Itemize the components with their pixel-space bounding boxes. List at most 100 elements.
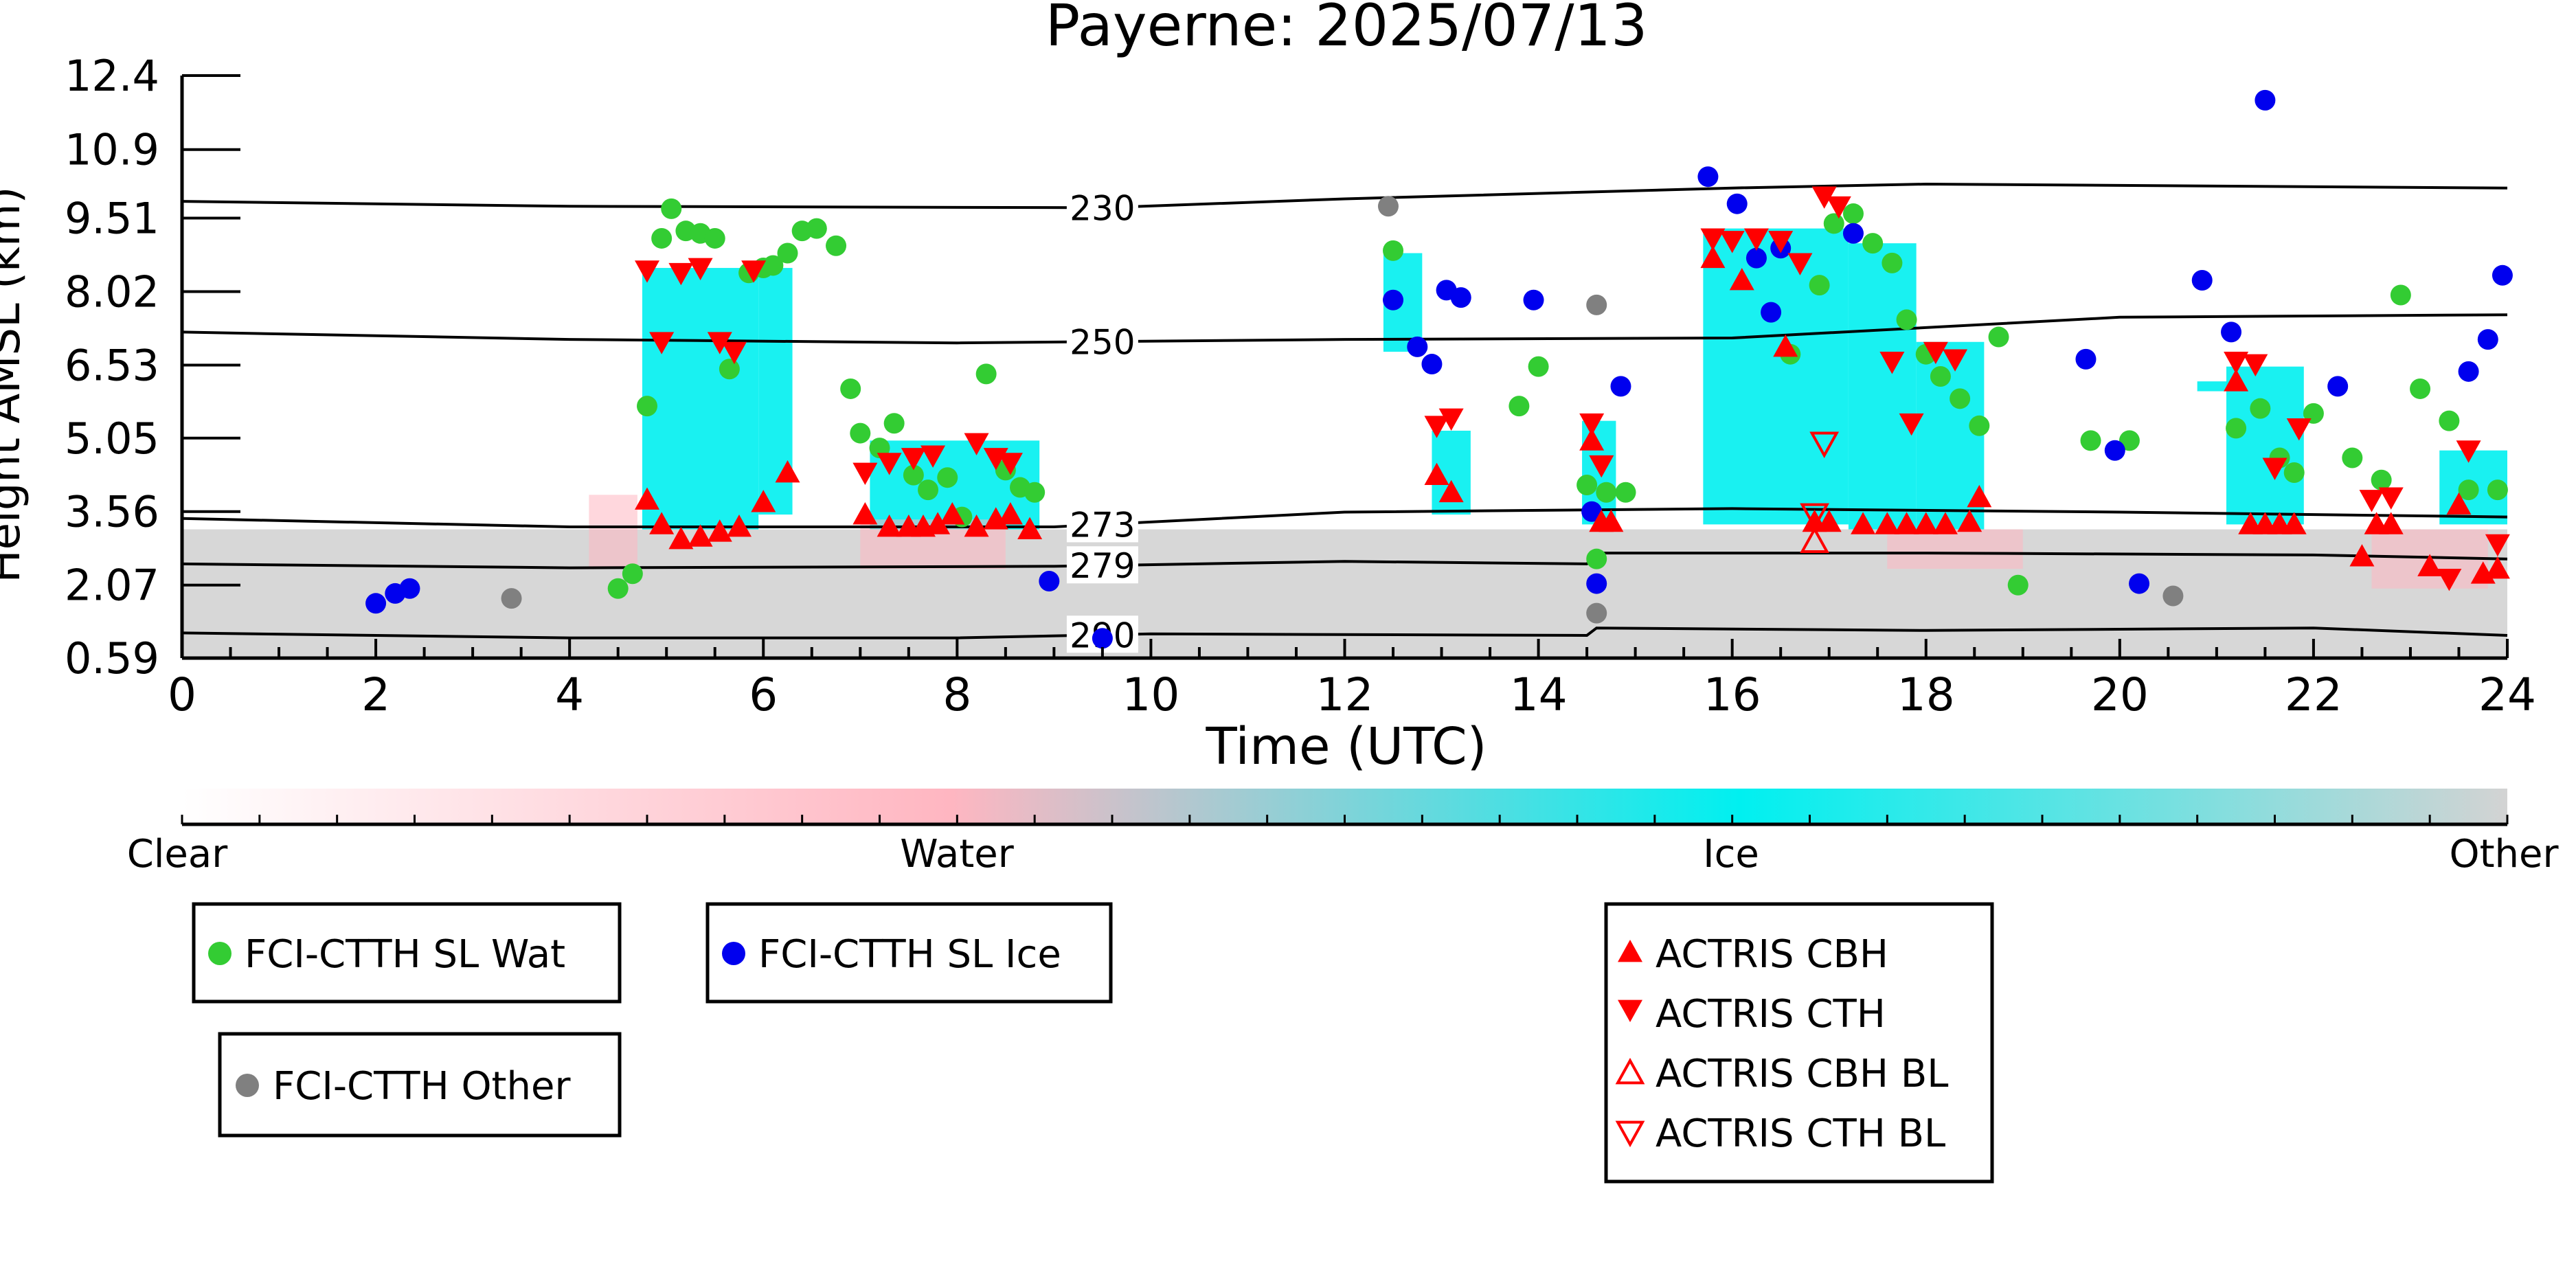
- isotherm-label-273: 273: [1070, 505, 1135, 545]
- y-tick-labels: 0.59 2.07 3.56 5.05 6.53 8.02 9.51 10.9 12.4: [65, 51, 159, 683]
- legend-other-label: FCI-CTTH Other: [273, 1064, 571, 1109]
- isotherm-label-bg-279: [1066, 546, 1138, 584]
- fci-ctth-sl-wat-point-2: [637, 396, 657, 417]
- actris-cth-point-5: [721, 341, 747, 365]
- y-tick-label: 2.07: [65, 561, 159, 611]
- fci-ctth-sl-ice-point-3: [1039, 570, 1060, 591]
- fci-ctth-sl-ice-point-13: [1610, 376, 1631, 397]
- y-tick-label: 5.05: [65, 414, 159, 464]
- fci-ctth-sl-wat-point-22: [937, 467, 958, 488]
- legend-cbh-label: ACTRIS CBH: [1656, 932, 1888, 977]
- fci-ctth-sl-wat-point-39: [1862, 233, 1884, 254]
- region-other-0: [182, 529, 2507, 658]
- actris-cbh-point-33: [1957, 509, 1982, 532]
- colorbar-ticks: [181, 815, 2509, 824]
- actris-cth-point-8: [877, 453, 902, 475]
- fci-ctth-sl-wat-point-58: [2410, 378, 2431, 399]
- x-tick-label: 14: [1510, 668, 1568, 721]
- fci-ctth-sl-ice-point-26: [2327, 376, 2349, 397]
- actris-cth-point-29: [2224, 352, 2249, 374]
- actris-cth-point-35: [2437, 568, 2462, 591]
- actris-cbh-point-25: [1773, 334, 1798, 357]
- actris-cbh-point-27: [1816, 509, 1842, 532]
- actris-cth-point-27: [1923, 341, 1948, 365]
- actris-cbh-point-6: [751, 490, 776, 512]
- fci-ctth-sl-wat-point-7: [704, 227, 725, 249]
- marker-layer: [365, 89, 2513, 649]
- fci-ctth-sl-ice-point-4: [1092, 628, 1113, 649]
- actris-cbh-point-24: [1729, 267, 1754, 291]
- fci-ctth-sl-wat-point-1: [622, 563, 643, 585]
- actris-cbh-point-32: [1932, 512, 1958, 534]
- y-axis-label: Height AMSL (km): [0, 187, 30, 583]
- legend-ice-label: FCI-CTTH SL Ice: [758, 932, 1061, 977]
- actris-cbh-point-18: [1424, 462, 1449, 486]
- fci-ctth-other-point-0: [501, 588, 522, 609]
- actris-cbh-point-13: [940, 502, 965, 525]
- region-ice-1: [642, 268, 759, 530]
- legend-cth-bl-marker: [1615, 1120, 1645, 1148]
- fci-ctth-sl-wat-point-11: [762, 255, 784, 276]
- fci-ctth-sl-wat-point-38: [1842, 203, 1864, 225]
- actris-cbh-point-7: [775, 460, 800, 483]
- fci-ctth-sl-wat-point-0: [607, 578, 629, 599]
- fci-ctth-sl-ice-point-5: [1383, 289, 1404, 310]
- actris-cth-point-19: [1719, 231, 1745, 253]
- fci-ctth-sl-wat-point-30: [1509, 396, 1530, 417]
- fci-ctth-sl-wat-point-17: [850, 422, 871, 444]
- actris-cbh-point-16: [997, 502, 1023, 525]
- fci-ctth-sl-wat-point-27: [1024, 482, 1046, 503]
- isotherm-label-279: 279: [1070, 546, 1135, 586]
- actris-cbh-point-1: [649, 512, 675, 534]
- isotherm-230: [181, 182, 2508, 210]
- fci-ctth-sl-wat-point-8: [719, 359, 740, 380]
- fci-ctth-sl-ice-point-0: [365, 593, 387, 614]
- fci-ctth-sl-wat-point-49: [2119, 430, 2140, 451]
- y-tick-label: 6.53: [65, 340, 159, 390]
- fci-ctth-other-point-4: [2162, 585, 2184, 607]
- fci-ctth-sl-ice-point-21: [2104, 440, 2125, 461]
- actris-cbh-point-40: [2349, 544, 2375, 567]
- actris-cbh-point-9: [877, 515, 902, 537]
- actris-cbh-point-29: [1875, 512, 1900, 534]
- fci-ctth-sl-wat-point-28: [1383, 240, 1404, 261]
- actris-cbh-point-39: [2281, 512, 2307, 534]
- x-tick-label: 0: [168, 668, 196, 721]
- fci-ctth-sl-wat-point-14: [806, 218, 827, 239]
- fci-ctth-sl-wat-point-29: [1528, 356, 1549, 377]
- fci-ctth-sl-wat-point-33: [1596, 482, 1617, 503]
- actris-cth-point-3: [688, 258, 713, 281]
- actris-cbh-point-31: [1913, 512, 1939, 534]
- fci-ctth-sl-wat-point-19: [883, 413, 905, 434]
- actris-cth-point-28: [1943, 349, 1968, 372]
- isotherm-290: [181, 626, 2508, 640]
- actris-cbh-point-19: [1438, 479, 1464, 503]
- fci-ctth-sl-wat-point-46: [1988, 326, 2009, 348]
- chart-title: Payerne: 2025/07/13: [1046, 0, 1648, 59]
- fci-ctth-sl-ice-point-28: [2477, 329, 2498, 350]
- actris-cth-point-24: [1826, 196, 1851, 219]
- actris-cbh-point-23: [1700, 245, 1726, 269]
- fci-ctth-sl-wat-point-43: [1930, 366, 1951, 387]
- fci-ctth-sl-wat-point-47: [2007, 574, 2029, 596]
- isotherm-label-230: 230: [1070, 188, 1135, 228]
- fci-ctth-sl-wat-point-45: [1969, 415, 1990, 436]
- fci-ctth-sl-ice-point-24: [2221, 321, 2242, 343]
- isotherm-label-bg-250: [1066, 322, 1138, 360]
- actris-cth-point-11: [964, 433, 989, 455]
- legend-ice: FCI-CTTH SL Ice: [705, 902, 1113, 1004]
- fci-ctth-sl-ice-point-19: [1842, 223, 1864, 244]
- classification-layer: [182, 228, 2507, 658]
- fci-ctth-sl-ice-point-6: [1407, 336, 1428, 357]
- colorbar-label-water: Water: [900, 832, 1015, 877]
- isotherm-label-bg-273: [1066, 505, 1138, 543]
- legend-cth-marker: [1618, 999, 1642, 1022]
- fci-ctth-sl-wat-point-61: [2487, 479, 2508, 501]
- actris-cbh-point-5: [726, 515, 752, 537]
- fci-ctth-sl-wat-point-56: [2371, 469, 2392, 490]
- y-tick-label: 12.4: [65, 51, 159, 101]
- actris-cbh-bl-point-0: [1800, 526, 1829, 553]
- x-axis-label: Time (UTC): [1205, 717, 1487, 776]
- legend-ice-marker: [722, 942, 745, 965]
- fci-ctth-other-point-3: [1586, 602, 1607, 624]
